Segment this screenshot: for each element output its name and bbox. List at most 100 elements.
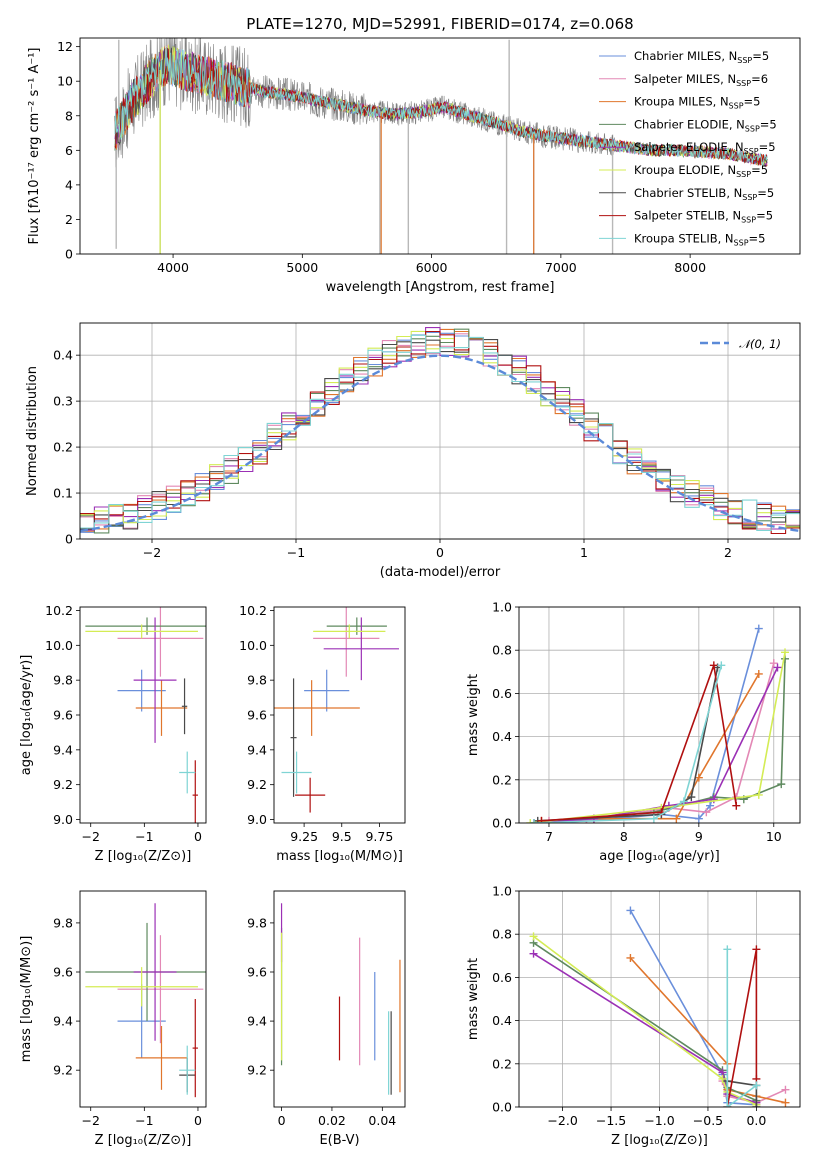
x-axis-label: wavelength [Angstrom, rest frame] xyxy=(326,280,555,295)
legend-entry: Chabrier STELIB, NSSP=5 xyxy=(634,186,774,202)
x-tick-label: 0 xyxy=(436,545,444,560)
x-tick-label: −2.0 xyxy=(547,1113,577,1128)
y-tick-label: 1.0 xyxy=(492,600,512,615)
plus-marker xyxy=(752,1081,761,1090)
x-tick-label: −0.5 xyxy=(693,1113,723,1128)
axes-border xyxy=(273,890,406,1108)
legend-subscript: SSP xyxy=(737,56,752,65)
y-tick-label: 2 xyxy=(65,212,73,227)
plus-marker xyxy=(529,932,538,941)
y-axis-label: age [log₁₀(age/yr)] xyxy=(19,655,34,776)
legend-suffix: =6 xyxy=(751,72,768,86)
y-tick-label: 9.6 xyxy=(53,965,73,980)
x-tick-label: 0 xyxy=(194,1113,202,1128)
legend-entry: Chabrier ELODIE, NSSP=5 xyxy=(634,117,777,133)
plus-marker xyxy=(694,814,703,823)
plus-marker xyxy=(732,801,741,810)
legend-subscript: SSP xyxy=(729,102,744,111)
y-tick-label: 10.2 xyxy=(45,603,73,618)
legend-suffix: =5 xyxy=(749,231,766,245)
y-tick-label: 9.8 xyxy=(53,673,73,688)
legend-subscript: SSP xyxy=(745,124,760,133)
x-tick-label: 2 xyxy=(724,545,732,560)
y-tick-label: 10 xyxy=(57,74,73,89)
legend-label: Kroupa STELIB, N xyxy=(634,231,734,245)
series-line xyxy=(541,665,738,822)
x-axis-label: Z [log₁₀(Z/Z⊙)] xyxy=(95,1133,192,1148)
y-tick-label: 9.2 xyxy=(247,1063,267,1078)
model-spectrum xyxy=(114,46,768,166)
legend-entry: Kroupa MILES, NSSP=5 xyxy=(634,95,760,111)
mass-weight-series xyxy=(723,945,761,1107)
y-tick-label: 0.4 xyxy=(492,729,512,744)
plus-marker xyxy=(781,1085,790,1094)
residual-histogram xyxy=(80,337,800,530)
y-tick-label: 0.8 xyxy=(492,643,512,658)
plus-marker xyxy=(672,814,681,823)
y-tick-label: 0.8 xyxy=(492,927,512,942)
errorbar-point xyxy=(326,617,387,635)
legend-label: Chabrier ELODIE, N xyxy=(634,117,745,131)
chart-massweight-vs-Z: −2.0 −1.5 −1.0 −0.5 0.0 0.0 0.2 0.4 0.6 0.8 1.0 Z [… xyxy=(466,884,801,1148)
legend-subscript: SSP xyxy=(736,170,751,179)
errorbar-point xyxy=(117,935,204,1044)
x-tick-label: −1 xyxy=(287,545,305,560)
plus-marker xyxy=(529,819,538,823)
grid-lines xyxy=(519,606,800,824)
y-axis-label: Flux [fλ10⁻¹⁷ erg cm⁻² s⁻¹ A⁻¹] xyxy=(27,48,42,245)
x-tick-label: 0 xyxy=(278,1113,286,1128)
plot-area xyxy=(85,903,206,1098)
observed-spectrum xyxy=(114,38,616,168)
x-tick-label: 0.04 xyxy=(368,1113,396,1128)
axes-frame: −2 −1 0 1 2 0 0.1 0.2 0.3 0.4 (data-model)/error No… xyxy=(25,322,801,580)
plot-area xyxy=(80,327,800,535)
residual-histogram xyxy=(80,334,800,531)
y-tick-label: 0.2 xyxy=(492,772,512,787)
x-tick-label: 7000 xyxy=(545,260,577,275)
errorbar-point xyxy=(135,680,188,736)
series-line xyxy=(530,652,786,823)
legend-label: Chabrier MILES, N xyxy=(634,49,737,63)
plus-marker xyxy=(777,780,786,789)
errorbar-point xyxy=(85,967,198,1007)
x-tick-label: −2 xyxy=(143,545,161,560)
plus-marker xyxy=(702,808,711,817)
errorbar-point xyxy=(313,607,380,677)
legend-entry: Salpeter ELODIE, NSSP=5 xyxy=(634,140,776,156)
y-tick-label: 0.6 xyxy=(492,686,512,701)
x-tick-label: 8 xyxy=(620,829,628,844)
errorbar-point xyxy=(181,678,188,735)
errorbar-point xyxy=(117,607,204,677)
plus-marker xyxy=(526,819,535,823)
legend-label: Salpeter STELIB, N xyxy=(634,209,741,223)
errorbar-point xyxy=(281,751,312,794)
series-line xyxy=(537,667,719,822)
errorbar-point xyxy=(274,680,360,736)
plus-marker xyxy=(752,1103,761,1107)
series-line xyxy=(629,910,757,1106)
plot-area xyxy=(114,38,768,254)
axes-frame: 7 8 9 10 0.0 0.2 0.4 0.6 0.8 1.0 age [log₁₀(age/yr… xyxy=(466,600,801,864)
y-tick-label: 6 xyxy=(65,143,73,158)
errorbar-point xyxy=(179,751,196,794)
axes-frame: −2.0 −1.5 −1.0 −0.5 0.0 0.0 0.2 0.4 0.6 0.8 1.0 Z [… xyxy=(466,884,801,1148)
errorbar-point xyxy=(117,669,166,712)
mass-weight-series xyxy=(529,938,761,1105)
x-tick-label: 0.0 xyxy=(746,1113,766,1128)
series-line xyxy=(548,628,760,823)
y-tick-label: 0 xyxy=(65,532,73,547)
legend-subscript: SSP xyxy=(734,238,749,247)
plus-marker xyxy=(626,953,635,962)
mass-weight-series xyxy=(529,654,790,823)
errorbar-point xyxy=(313,624,386,639)
legend-entry: Kroupa STELIB, NSSP=5 xyxy=(634,231,765,247)
axes-frame: 9.25 9.5 9.75 9.0 9.2 9.4 9.6 9.8 10.0 10.2 mass [… xyxy=(239,603,406,864)
legend-entry: Kroupa ELODIE, NSSP=5 xyxy=(634,163,768,179)
series-line xyxy=(533,658,786,823)
residual-histogram xyxy=(80,330,800,535)
plus-marker xyxy=(706,801,715,810)
legend-suffix: =5 xyxy=(744,95,761,109)
plus-marker xyxy=(754,790,763,799)
errorbar-point xyxy=(304,669,350,712)
y-tick-label: 9.6 xyxy=(247,708,267,723)
